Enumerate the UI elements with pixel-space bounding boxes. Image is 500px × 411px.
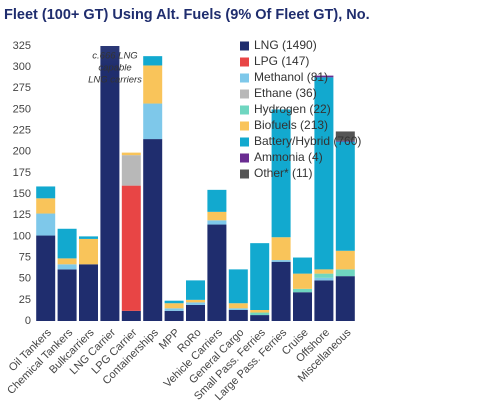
- bar-segment: [36, 213, 56, 236]
- bar-segment: [314, 75, 334, 78]
- bar-segment: [293, 257, 312, 274]
- legend-label: LNG (1490): [254, 38, 317, 52]
- bar-segment: [335, 140, 355, 142]
- bar-segment: [207, 189, 227, 212]
- bar-segment: [207, 211, 227, 221]
- y-tick-label: 25: [19, 294, 31, 306]
- bar-segment: [186, 280, 205, 300]
- bar-segment: [143, 65, 163, 104]
- bar-segment: [57, 264, 77, 270]
- bar-segment: [121, 152, 141, 156]
- y-tick-label: 50: [19, 273, 31, 285]
- bar-segment: [164, 308, 184, 311]
- bar-segment: [100, 46, 120, 321]
- bar-segment: [228, 303, 248, 309]
- bar-segment: [271, 260, 291, 262]
- y-tick-label: 325: [13, 40, 31, 52]
- bar-segment: [335, 131, 355, 141]
- bar-segment: [271, 109, 291, 238]
- bar-segment: [186, 304, 205, 321]
- bar-segment: [271, 261, 291, 321]
- bar-segment: [271, 237, 291, 261]
- legend-label: LPG (147): [254, 54, 309, 68]
- legend-swatch: [240, 89, 249, 99]
- bar-segment: [121, 155, 141, 186]
- bar-segment: [57, 258, 77, 265]
- legend-label: Ammonia (4): [254, 150, 323, 164]
- legend-label: Other* (11): [254, 166, 312, 180]
- y-tick-label: 125: [13, 209, 31, 221]
- bar-segment: [335, 250, 355, 270]
- legend-swatch: [240, 41, 249, 51]
- bar-segment: [79, 238, 98, 265]
- bar-segment: [186, 302, 205, 305]
- y-tick-label: 0: [25, 315, 31, 327]
- bar-segment: [314, 280, 334, 321]
- bar-segment: [335, 276, 355, 321]
- legend-label: Battery/Hybrid (760): [254, 134, 361, 148]
- y-tick-label: 250: [13, 103, 31, 115]
- bar-segment: [314, 77, 334, 270]
- bar-segment: [250, 315, 270, 321]
- bar-segment: [143, 56, 163, 66]
- bar-segment: [164, 303, 184, 309]
- bar-segment: [36, 186, 56, 199]
- bar-segment: [79, 236, 98, 239]
- legend-label: Hydrogen (22): [254, 102, 331, 116]
- y-tick-label: 75: [19, 251, 31, 263]
- y-tick-label: 150: [13, 188, 31, 200]
- bar-segment: [228, 310, 248, 321]
- bar-segment: [335, 269, 355, 277]
- bar-segment: [36, 198, 56, 214]
- bar-segment: [314, 269, 334, 274]
- legend-swatch: [240, 105, 249, 115]
- y-tick-label: 100: [13, 230, 31, 242]
- bar-segment: [207, 220, 227, 225]
- bar-segment: [121, 310, 141, 321]
- legend-label: Ethane (36): [254, 86, 317, 100]
- bar-segment: [79, 264, 98, 321]
- bar-segment: [143, 139, 163, 321]
- bar-segment: [228, 269, 248, 304]
- bar-segment: [250, 312, 270, 316]
- bar-segment: [250, 310, 270, 313]
- bar-segment: [164, 300, 184, 304]
- bar-segment: [335, 141, 355, 251]
- bar-segment: [228, 308, 248, 310]
- annotation: LNG carriers: [88, 75, 142, 86]
- bar-segment: [293, 273, 312, 289]
- y-tick-label: 275: [13, 82, 31, 94]
- legend-label: Methanol (81): [254, 70, 328, 84]
- annotation: c.666 LNG: [92, 51, 137, 62]
- bar-segment: [164, 310, 184, 321]
- bar-segment: [207, 224, 227, 321]
- bar-segment: [186, 299, 205, 303]
- legend-swatch: [240, 169, 249, 179]
- legend-swatch: [240, 57, 249, 67]
- bar-segment: [57, 228, 77, 259]
- y-tick-label: 300: [13, 61, 31, 73]
- legend-swatch: [240, 153, 249, 163]
- legend-swatch: [240, 137, 249, 147]
- bar-segment: [314, 277, 334, 281]
- bar-segment: [143, 103, 163, 140]
- bar-segment: [36, 235, 56, 321]
- bar-segment: [293, 292, 312, 321]
- y-tick-label: 200: [13, 146, 31, 158]
- bar-segment: [293, 288, 312, 293]
- chart-title: Fleet (100+ GT) Using Alt. Fuels (9% Of …: [4, 7, 370, 23]
- bar-segment: [121, 185, 141, 311]
- bar-segment: [250, 243, 270, 310]
- y-tick-label: 175: [13, 167, 31, 179]
- plot-area: [36, 46, 355, 321]
- y-tick-label: 225: [13, 125, 31, 137]
- legend-swatch: [240, 121, 249, 131]
- bar-segment: [57, 269, 77, 321]
- annotation: capable: [98, 63, 131, 74]
- legend-label: Biofuels (213): [254, 118, 328, 132]
- legend-swatch: [240, 73, 249, 83]
- bar-segment: [314, 273, 334, 278]
